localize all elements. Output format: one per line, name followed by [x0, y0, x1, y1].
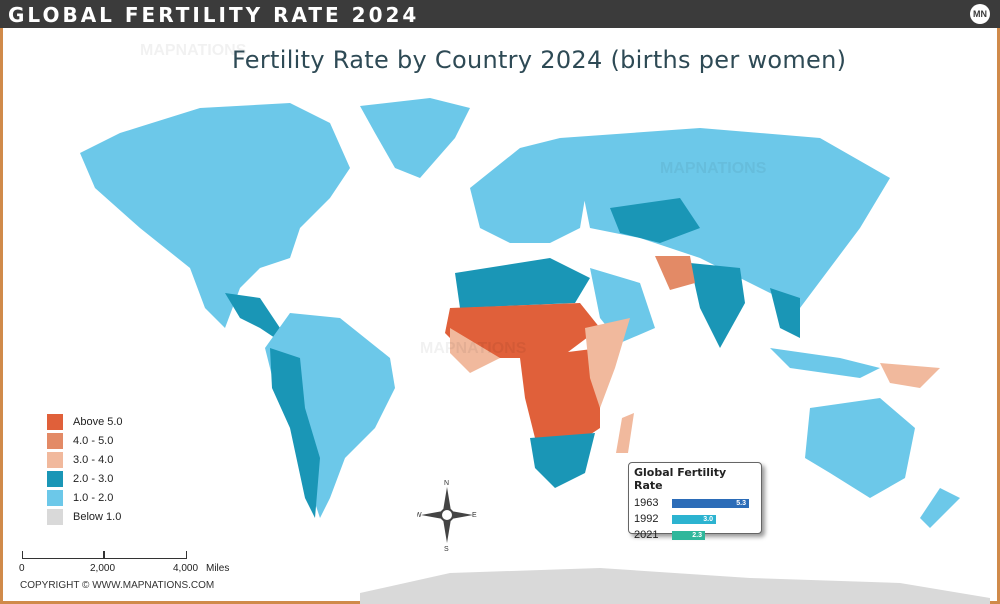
compass-w: W [417, 512, 422, 519]
copyright: COPYRIGHT © WWW.MAPNATIONS.COM [20, 580, 215, 591]
region-andes [270, 348, 320, 518]
region-india [690, 263, 745, 348]
mapnations-logo: MN [970, 4, 990, 24]
legend-label: 1.0 - 2.0 [73, 491, 114, 504]
world-map [80, 98, 990, 604]
scale-unit: Miles [206, 563, 230, 574]
region-central-africa [520, 348, 600, 448]
legend-item: 3.0 - 4.0 [47, 450, 123, 469]
region-asia [560, 128, 890, 308]
region-pakistan-afghanistan [655, 256, 695, 290]
gfr-year: 2021 [634, 529, 659, 541]
legend-item: 1.0 - 2.0 [47, 488, 123, 507]
region-southern-africa [530, 433, 595, 488]
legend-item: 4.0 - 5.0 [47, 431, 123, 450]
legend-label: 2.0 - 3.0 [73, 472, 114, 485]
map-title: Fertility Rate by Country 2024 (births p… [232, 46, 847, 74]
scale-tick: 0 [19, 563, 25, 574]
compass-s: S [444, 546, 449, 553]
legend-swatch [47, 470, 63, 487]
region-north-africa [455, 258, 590, 308]
region-sahel [445, 303, 600, 358]
legend-swatch [47, 413, 63, 430]
scale-tick: 4,000 [173, 563, 199, 574]
legend-label: Below 1.0 [73, 510, 122, 523]
legend-item: 2.0 - 3.0 [47, 469, 123, 488]
gfr-bar: 2.3 [672, 530, 705, 540]
legend-swatch [47, 451, 63, 468]
compass-e: E [472, 512, 477, 519]
legend-swatch [47, 508, 63, 525]
gfr-row: 1992 3.0 [634, 511, 756, 527]
gfr-row: 1963 5.3 [634, 495, 756, 511]
region-west-africa [450, 328, 500, 373]
legend-swatch [47, 489, 63, 506]
region-north-america [80, 103, 350, 328]
legend-swatch [47, 432, 63, 449]
region-east-africa [585, 318, 630, 408]
region-indonesia [770, 348, 880, 378]
header-title: GLOBAL FERTILITY RATE 2024 [8, 3, 420, 27]
gfr-bar: 3.0 [672, 514, 716, 524]
legend-label: 4.0 - 5.0 [73, 434, 114, 447]
legend-item: Above 5.0 [47, 412, 123, 431]
gfr-year: 1963 [634, 497, 659, 509]
compass-n: N [444, 480, 449, 487]
gfr-title: Global Fertility Rate [634, 466, 727, 492]
region-central-asia [610, 198, 700, 243]
legend-item: Below 1.0 [47, 507, 123, 526]
scale-bar [22, 551, 187, 559]
legend-label: Above 5.0 [73, 415, 123, 428]
legend-label: 3.0 - 4.0 [73, 453, 114, 466]
gfr-bar: 5.3 [672, 498, 749, 508]
watermark: MAPNATIONS [660, 160, 767, 177]
region-europe [470, 138, 590, 243]
watermark: MAPNATIONS [420, 340, 527, 357]
region-greenland [360, 98, 470, 178]
region-antarctica [360, 568, 990, 604]
header: GLOBAL FERTILITY RATE 2024 MN [0, 0, 1000, 28]
global-fertility-rate-box: Global Fertility Rate 1963 5.3 1992 3.0 20… [628, 462, 762, 541]
region-papua [880, 363, 940, 388]
watermark: MAPNATIONS [140, 42, 247, 59]
gfr-row: 2021 2.3 [634, 527, 756, 543]
legend: Above 5.0 4.0 - 5.0 3.0 - 4.0 2.0 - 3.0 … [47, 412, 123, 526]
gfr-year: 1992 [634, 513, 659, 525]
region-australia [805, 398, 915, 498]
compass-rose-icon: N S E W [417, 480, 477, 553]
region-madagascar [616, 413, 634, 453]
region-southeast-asia [770, 288, 800, 338]
region-new-zealand [920, 488, 960, 528]
scale-tick: 2,000 [90, 563, 116, 574]
